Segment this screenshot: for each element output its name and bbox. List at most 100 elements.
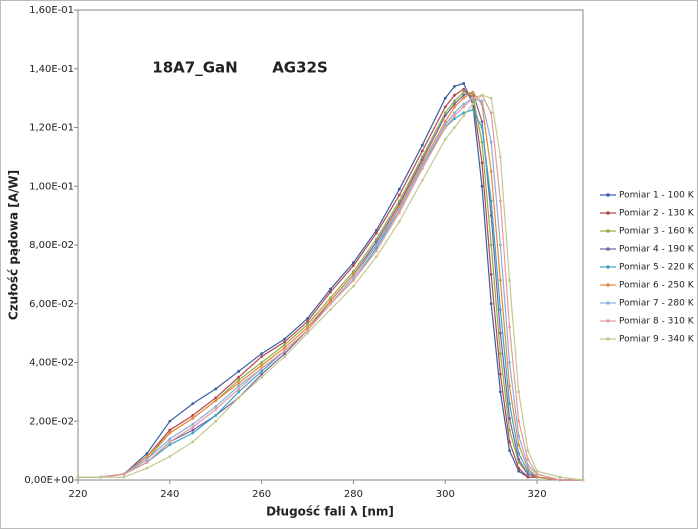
data-point (508, 449, 511, 453)
data-point (375, 231, 378, 235)
data-point (508, 440, 511, 444)
data-point (122, 472, 126, 476)
data-point (352, 278, 355, 282)
data-point (145, 460, 149, 464)
data-point (517, 390, 521, 394)
data-point (283, 346, 286, 350)
data-point (489, 302, 493, 306)
data-point (168, 419, 172, 423)
data-point (480, 140, 484, 144)
data-point (480, 161, 484, 165)
y-tick-label: 0,00E+00 (24, 475, 74, 486)
data-point (306, 328, 309, 332)
data-point (508, 428, 511, 432)
data-point (329, 287, 332, 291)
data-point (462, 102, 466, 106)
data-point (352, 270, 355, 273)
x-tick-label: 280 (344, 489, 363, 500)
data-point (462, 96, 466, 100)
data-point (237, 384, 241, 388)
data-point (462, 111, 466, 115)
data-point (260, 366, 264, 370)
data-point (462, 105, 466, 109)
data-point (508, 416, 511, 420)
data-point (443, 111, 447, 115)
data-point (260, 355, 264, 359)
data-point (122, 475, 126, 479)
data-point (453, 105, 456, 109)
data-point (283, 352, 286, 356)
y-tick-label: 1,20E-01 (29, 123, 74, 134)
data-point (214, 396, 218, 400)
data-point (526, 466, 530, 470)
data-point (191, 416, 195, 420)
data-point (443, 120, 447, 124)
data-point (191, 440, 195, 444)
data-point (397, 211, 401, 215)
data-point (237, 369, 241, 373)
data-point (237, 396, 241, 400)
data-point (471, 90, 475, 94)
data-point (489, 140, 493, 144)
legend-label: Pomiar 3 - 160 K (619, 227, 695, 237)
data-point (214, 419, 218, 423)
data-point (471, 102, 475, 106)
data-point (329, 308, 332, 312)
data-point (191, 413, 195, 417)
data-point (214, 408, 218, 411)
legend-marker (606, 211, 610, 215)
data-point (462, 114, 466, 118)
data-point (517, 452, 521, 455)
data-point (145, 466, 149, 470)
data-point (260, 352, 264, 356)
data-point (453, 84, 456, 88)
data-point (535, 469, 539, 473)
data-point (480, 184, 484, 188)
legend-label: Pomiar 6 - 250 K (619, 281, 695, 291)
data-point (453, 102, 456, 106)
data-point (306, 317, 309, 320)
x-tick-label: 320 (528, 489, 547, 500)
data-point (453, 117, 456, 121)
data-point (191, 431, 195, 435)
data-point (283, 355, 286, 359)
data-point (237, 381, 241, 385)
data-point (489, 111, 493, 115)
data-point (420, 178, 424, 182)
data-point (535, 475, 539, 479)
data-point (168, 431, 172, 435)
data-point (145, 458, 149, 461)
data-point (558, 475, 562, 479)
data-point (214, 413, 218, 417)
data-point (260, 375, 264, 379)
data-point (352, 272, 355, 276)
data-point (453, 99, 456, 103)
data-point (260, 361, 264, 364)
data-point (168, 455, 172, 458)
data-point (260, 369, 264, 373)
data-point (329, 296, 332, 300)
data-point (480, 93, 484, 97)
data-point (526, 472, 530, 476)
y-tick-label: 4,00E-02 (29, 358, 74, 369)
data-point (480, 126, 484, 129)
data-point (453, 126, 456, 129)
data-point (237, 378, 241, 382)
legend-marker (606, 265, 610, 269)
annotation: 18A7_GaN (152, 59, 237, 77)
data-point (508, 361, 511, 364)
legend-marker (606, 193, 610, 197)
data-point (397, 193, 401, 197)
data-point (462, 93, 466, 97)
data-point (443, 123, 447, 126)
legend-marker (606, 283, 610, 287)
data-point (329, 302, 332, 306)
data-point (443, 114, 447, 118)
data-point (558, 478, 562, 482)
data-point (480, 120, 484, 124)
data-point (306, 322, 309, 326)
data-point (237, 390, 241, 394)
data-point (375, 255, 378, 259)
data-point (498, 243, 502, 247)
